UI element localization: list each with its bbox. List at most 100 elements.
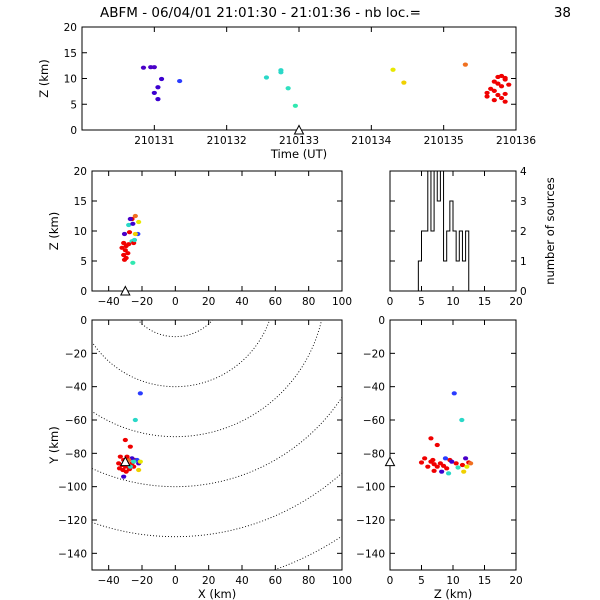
source-point: [151, 65, 157, 70]
source-point: [132, 417, 138, 423]
source-point: [434, 464, 440, 469]
source-point: [442, 456, 449, 461]
y-axis-label: Z (km): [47, 212, 61, 250]
source-point: [117, 454, 123, 459]
y-tick-label: −20: [65, 348, 87, 360]
x-tick-label: 10: [446, 296, 459, 308]
y-axis-label: Y (km): [47, 426, 61, 465]
source-point: [455, 465, 461, 470]
y-tick-label: −140: [58, 548, 87, 560]
y-tick-label: 4: [520, 166, 527, 178]
station-triangle-icon: [384, 456, 396, 467]
source-point: [278, 68, 284, 73]
source-point: [127, 444, 133, 449]
source-point: [119, 245, 125, 250]
y-axis-label: Z (km): [37, 59, 51, 97]
x-tick-label: 60: [269, 575, 282, 587]
y-tick-label: −100: [58, 482, 87, 494]
y-tick-label: 10: [64, 74, 77, 86]
y-tick-label: 2: [520, 226, 527, 238]
source-point: [126, 222, 132, 228]
y-tick-label: −80: [65, 448, 87, 460]
source-point: [121, 240, 127, 246]
source-point: [292, 103, 298, 108]
source-point: [464, 464, 470, 469]
x-tick-label: 210135: [424, 135, 464, 147]
source-point: [506, 82, 512, 87]
x-tick-label: 20: [202, 575, 215, 587]
source-point: [461, 469, 467, 474]
source-point: [122, 437, 128, 443]
y-tick-label: −140: [356, 548, 385, 560]
source-point: [445, 471, 452, 476]
range-ring: [92, 320, 271, 388]
source-point: [502, 91, 508, 97]
source-point: [132, 213, 138, 219]
y-tick-label: 5: [80, 256, 87, 268]
source-point: [121, 474, 127, 479]
source-point: [136, 219, 142, 225]
source-point: [444, 466, 450, 471]
source-point: [418, 460, 425, 465]
y-tick-label: 20: [74, 166, 87, 178]
y-tick-label: 20: [64, 22, 77, 34]
x-tick-label: −20: [131, 575, 153, 587]
histogram-bar: [425, 231, 428, 291]
source-point: [425, 464, 431, 469]
y-tick-label: 3: [520, 196, 527, 208]
source-point: [121, 252, 127, 258]
station-triangle-icon: [293, 124, 305, 135]
histogram-bar: [444, 261, 447, 291]
x-axis-label: X (km): [198, 587, 236, 600]
histogram-steps: [390, 170, 516, 292]
y-tick-label: 15: [74, 196, 87, 208]
source-point: [422, 456, 428, 461]
x-tick-label: 210131: [134, 135, 174, 147]
source-point: [459, 462, 466, 468]
source-point: [140, 65, 147, 70]
source-point: [463, 456, 469, 461]
source-point: [498, 73, 505, 79]
y-tick-label: 0: [70, 125, 77, 137]
source-point: [491, 79, 497, 84]
source-point: [285, 86, 291, 91]
source-point: [155, 85, 161, 90]
x-tick-label: 15: [478, 296, 491, 308]
range-ring: [137, 320, 214, 338]
source-point: [451, 391, 457, 396]
source-point: [131, 237, 138, 243]
x-axis-label: Time (UT): [270, 147, 327, 161]
source-point: [462, 62, 468, 67]
source-point: [125, 251, 131, 256]
source-point: [502, 99, 508, 104]
x-tick-label: 60: [269, 296, 282, 308]
source-point: [390, 67, 396, 72]
x-tick-label: 100: [332, 575, 352, 587]
source-point: [127, 216, 133, 222]
source-point: [495, 81, 501, 86]
source-point: [136, 467, 142, 473]
x-tick-label: 40: [235, 296, 248, 308]
y-tick-label: 15: [64, 48, 77, 60]
x-tick-label: 210132: [207, 135, 247, 147]
source-point: [131, 459, 137, 464]
y-tick-label: −60: [65, 415, 87, 427]
histogram-bar: [437, 201, 440, 291]
x-tick-label: 10: [446, 575, 459, 587]
source-point: [130, 260, 136, 265]
source-point: [155, 97, 161, 102]
x-tick-label: 5: [418, 296, 425, 308]
x-tick-label: −40: [98, 575, 120, 587]
source-point: [502, 75, 508, 81]
source-point: [430, 457, 436, 463]
source-point: [151, 90, 157, 96]
source-point: [132, 231, 138, 237]
source-point: [498, 95, 505, 101]
xy-panel: −40 −20 0 20 40 60 80 100−140−120−100−80−60−40−…: [47, 315, 352, 600]
x-tick-label: 0: [172, 575, 179, 587]
source-point: [459, 417, 465, 423]
zy-panel: 0 5 10 15 20 −140 −120 −100 −80 −60 −40 −20 0 Z (km): [356, 315, 523, 600]
y-tick-label: −40: [363, 382, 385, 394]
